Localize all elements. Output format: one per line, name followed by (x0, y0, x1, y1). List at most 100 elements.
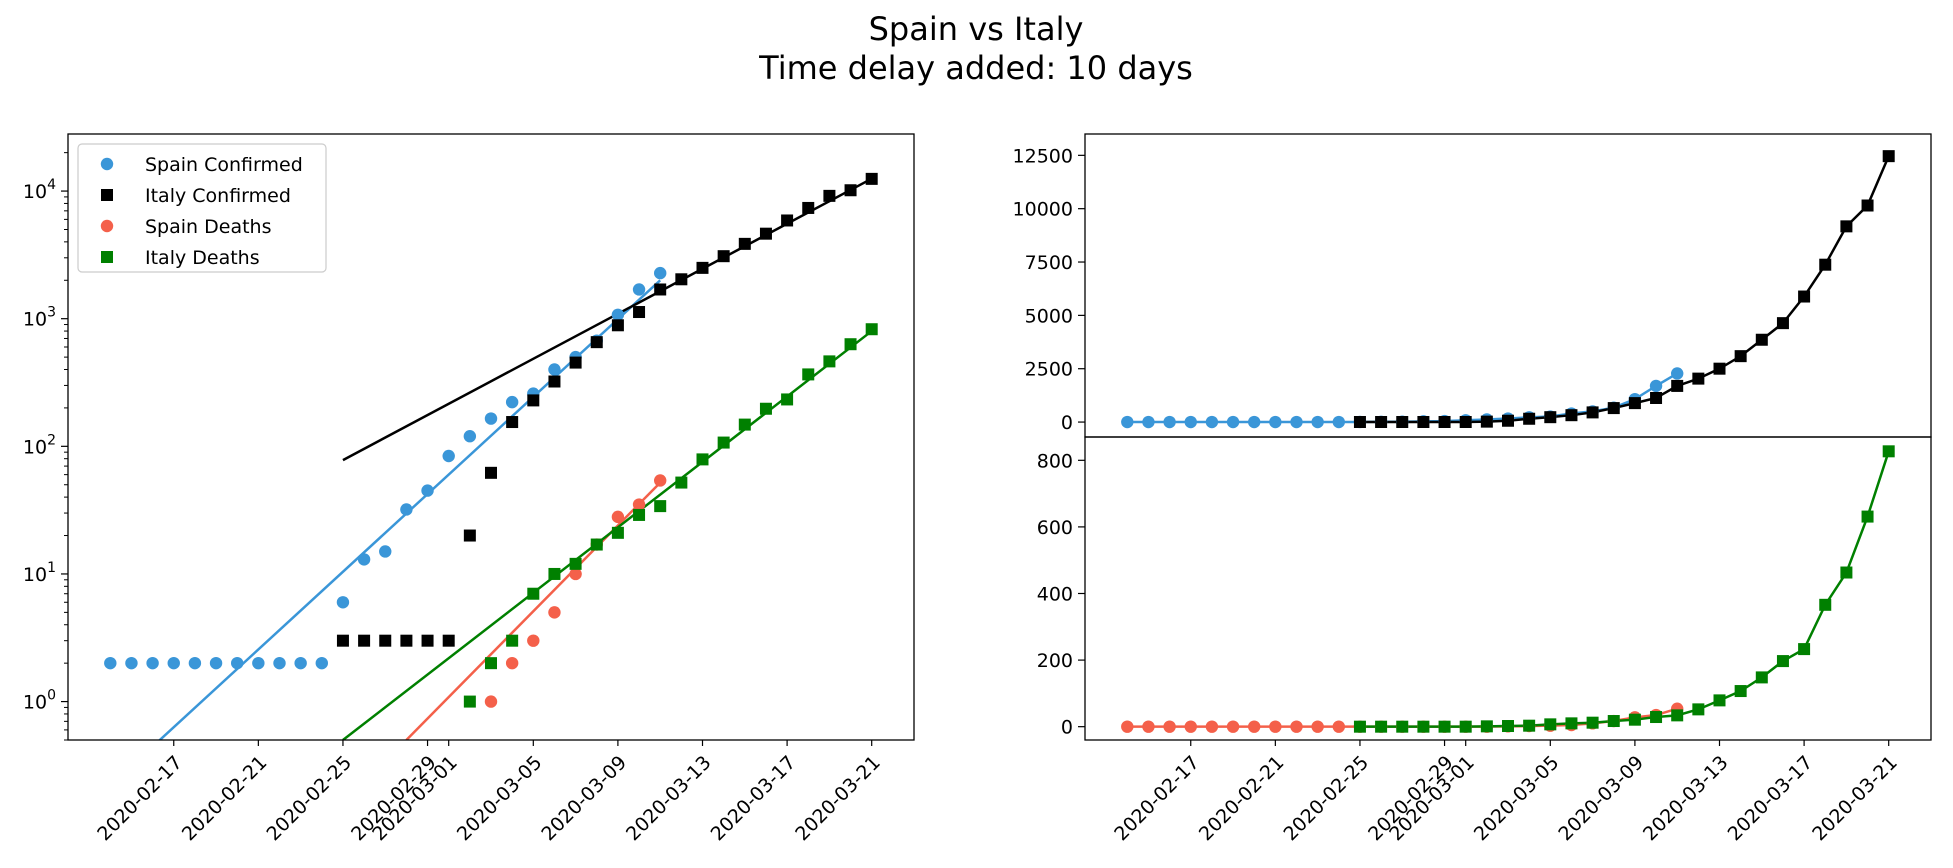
marker-italy-confirmed-12 (1607, 402, 1620, 415)
marker-italy-deaths-0 (463, 695, 476, 708)
legend-label-spain-confirmed: Spain Confirmed (145, 154, 303, 176)
marker-italy-deaths-16 (802, 368, 815, 381)
marker-italy-confirmed-21 (781, 214, 794, 227)
marker-italy-deaths-5 (569, 557, 582, 570)
marker-spain-confirmed-15 (421, 484, 434, 497)
marker-spain-confirmed-0 (1121, 415, 1134, 429)
right-top-ytick-label-3: 7500 (1025, 252, 1073, 274)
marker-italy-deaths-3 (1417, 720, 1430, 733)
marker-spain-confirmed-18 (484, 412, 498, 425)
marker-italy-confirmed-14 (1650, 391, 1663, 404)
marker-spain-confirmed-2 (1163, 415, 1176, 429)
marker-spain-confirmed-8 (273, 656, 286, 670)
marker-italy-confirmed-22 (1819, 258, 1832, 271)
right-bottom-ytick-label-3: 600 (1037, 517, 1073, 539)
legend-marker-italy-deaths (101, 251, 113, 263)
marker-italy-deaths-1 (1375, 720, 1388, 733)
marker-spain-deaths-0 (1121, 720, 1134, 733)
marker-italy-deaths-4 (548, 567, 561, 580)
marker-italy-confirmed-0 (1353, 415, 1366, 428)
marker-italy-confirmed-13 (1628, 397, 1641, 410)
marker-spain-confirmed-21 (548, 363, 561, 376)
legend-label-italy-deaths: Italy Deaths (145, 247, 260, 269)
marker-italy-deaths-10 (1565, 717, 1578, 730)
marker-italy-deaths-14 (759, 402, 772, 415)
marker-italy-deaths-25 (1882, 445, 1895, 458)
marker-italy-confirmed-22 (802, 201, 815, 214)
marker-spain-deaths-7 (632, 498, 646, 511)
marker-spain-confirmed-24 (611, 308, 625, 321)
marker-spain-deaths-3 (548, 606, 561, 619)
marker-italy-deaths-1 (485, 657, 497, 670)
marker-spain-confirmed-9 (294, 656, 307, 670)
marker-italy-confirmed-18 (1734, 350, 1747, 363)
marker-italy-confirmed-23 (1840, 220, 1853, 233)
marker-italy-deaths-12 (1607, 715, 1620, 728)
marker-italy-confirmed-6 (463, 529, 476, 542)
marker-spain-deaths-7 (1269, 720, 1282, 733)
marker-italy-deaths-17 (823, 355, 836, 368)
marker-italy-deaths-6 (1480, 720, 1493, 733)
right-bottom-frame (1084, 436, 1932, 741)
marker-italy-confirmed-8 (506, 416, 519, 429)
marker-spain-deaths-2 (527, 634, 540, 647)
marker-spain-deaths-6 (1248, 720, 1261, 733)
marker-italy-deaths-18 (844, 338, 857, 351)
marker-italy-deaths-16 (1692, 703, 1705, 716)
marker-italy-deaths-3 (527, 587, 540, 600)
marker-italy-confirmed-3 (400, 634, 413, 647)
marker-italy-confirmed-0 (336, 634, 349, 647)
marker-italy-deaths-9 (1544, 718, 1557, 731)
marker-italy-deaths-15 (781, 393, 794, 406)
marker-italy-confirmed-20 (759, 227, 772, 240)
marker-spain-confirmed-5 (209, 656, 223, 670)
marker-italy-deaths-7 (611, 526, 624, 539)
marker-italy-deaths-8 (633, 508, 646, 521)
marker-italy-deaths-10 (675, 476, 688, 489)
marker-spain-confirmed-26 (654, 266, 667, 280)
marker-italy-deaths-7 (1502, 720, 1514, 733)
marker-spain-confirmed-4 (1205, 415, 1219, 429)
figure-title-line2: Time delay added: 10 days (758, 49, 1193, 87)
right-bottom-plot-area (1121, 445, 1895, 733)
marker-italy-confirmed-8 (1523, 412, 1536, 425)
fit-line-spain-confirmed (157, 279, 662, 740)
marker-spain-confirmed-25 (1649, 379, 1663, 393)
marker-spain-deaths-4 (1205, 720, 1219, 733)
marker-italy-confirmed-25 (865, 172, 878, 185)
marker-spain-confirmed-16 (442, 449, 455, 463)
marker-italy-confirmed-24 (1861, 199, 1874, 212)
legend-label-italy-confirmed: Italy Confirmed (145, 185, 291, 207)
marker-spain-confirmed-0 (104, 656, 117, 670)
right-bottom-ytick-label-0: 0 (1061, 717, 1073, 739)
marker-italy-confirmed-11 (569, 356, 582, 369)
marker-italy-confirmed-6 (1480, 415, 1493, 428)
marker-italy-confirmed-5 (1459, 415, 1472, 428)
marker-italy-deaths-11 (1586, 716, 1599, 729)
marker-spain-confirmed-6 (231, 656, 244, 670)
marker-spain-deaths-10 (1332, 720, 1346, 733)
figure-title-line1: Spain vs Italy (869, 10, 1084, 48)
marker-italy-deaths-9 (654, 500, 667, 513)
marker-spain-deaths-8 (1290, 720, 1303, 733)
marker-italy-confirmed-12 (590, 336, 603, 349)
marker-italy-confirmed-24 (844, 184, 857, 197)
marker-spain-confirmed-7 (252, 656, 265, 670)
marker-italy-deaths-13 (1628, 713, 1641, 726)
marker-spain-deaths-0 (484, 695, 498, 708)
marker-spain-deaths-3 (1184, 720, 1197, 733)
marker-italy-confirmed-18 (717, 250, 730, 263)
right-top-plot-area (1121, 150, 1895, 429)
marker-spain-confirmed-13 (379, 545, 392, 558)
marker-spain-confirmed-14 (400, 503, 413, 516)
marker-italy-deaths-22 (1819, 598, 1832, 611)
marker-spain-confirmed-3 (1184, 415, 1197, 429)
marker-italy-confirmed-20 (1776, 317, 1789, 330)
marker-italy-deaths-0 (1353, 720, 1366, 733)
marker-spain-deaths-4 (569, 567, 582, 581)
marker-spain-confirmed-1 (125, 656, 138, 670)
left-plot-area (104, 172, 878, 740)
marker-spain-confirmed-4 (188, 656, 202, 670)
marker-spain-confirmed-19 (505, 395, 519, 409)
